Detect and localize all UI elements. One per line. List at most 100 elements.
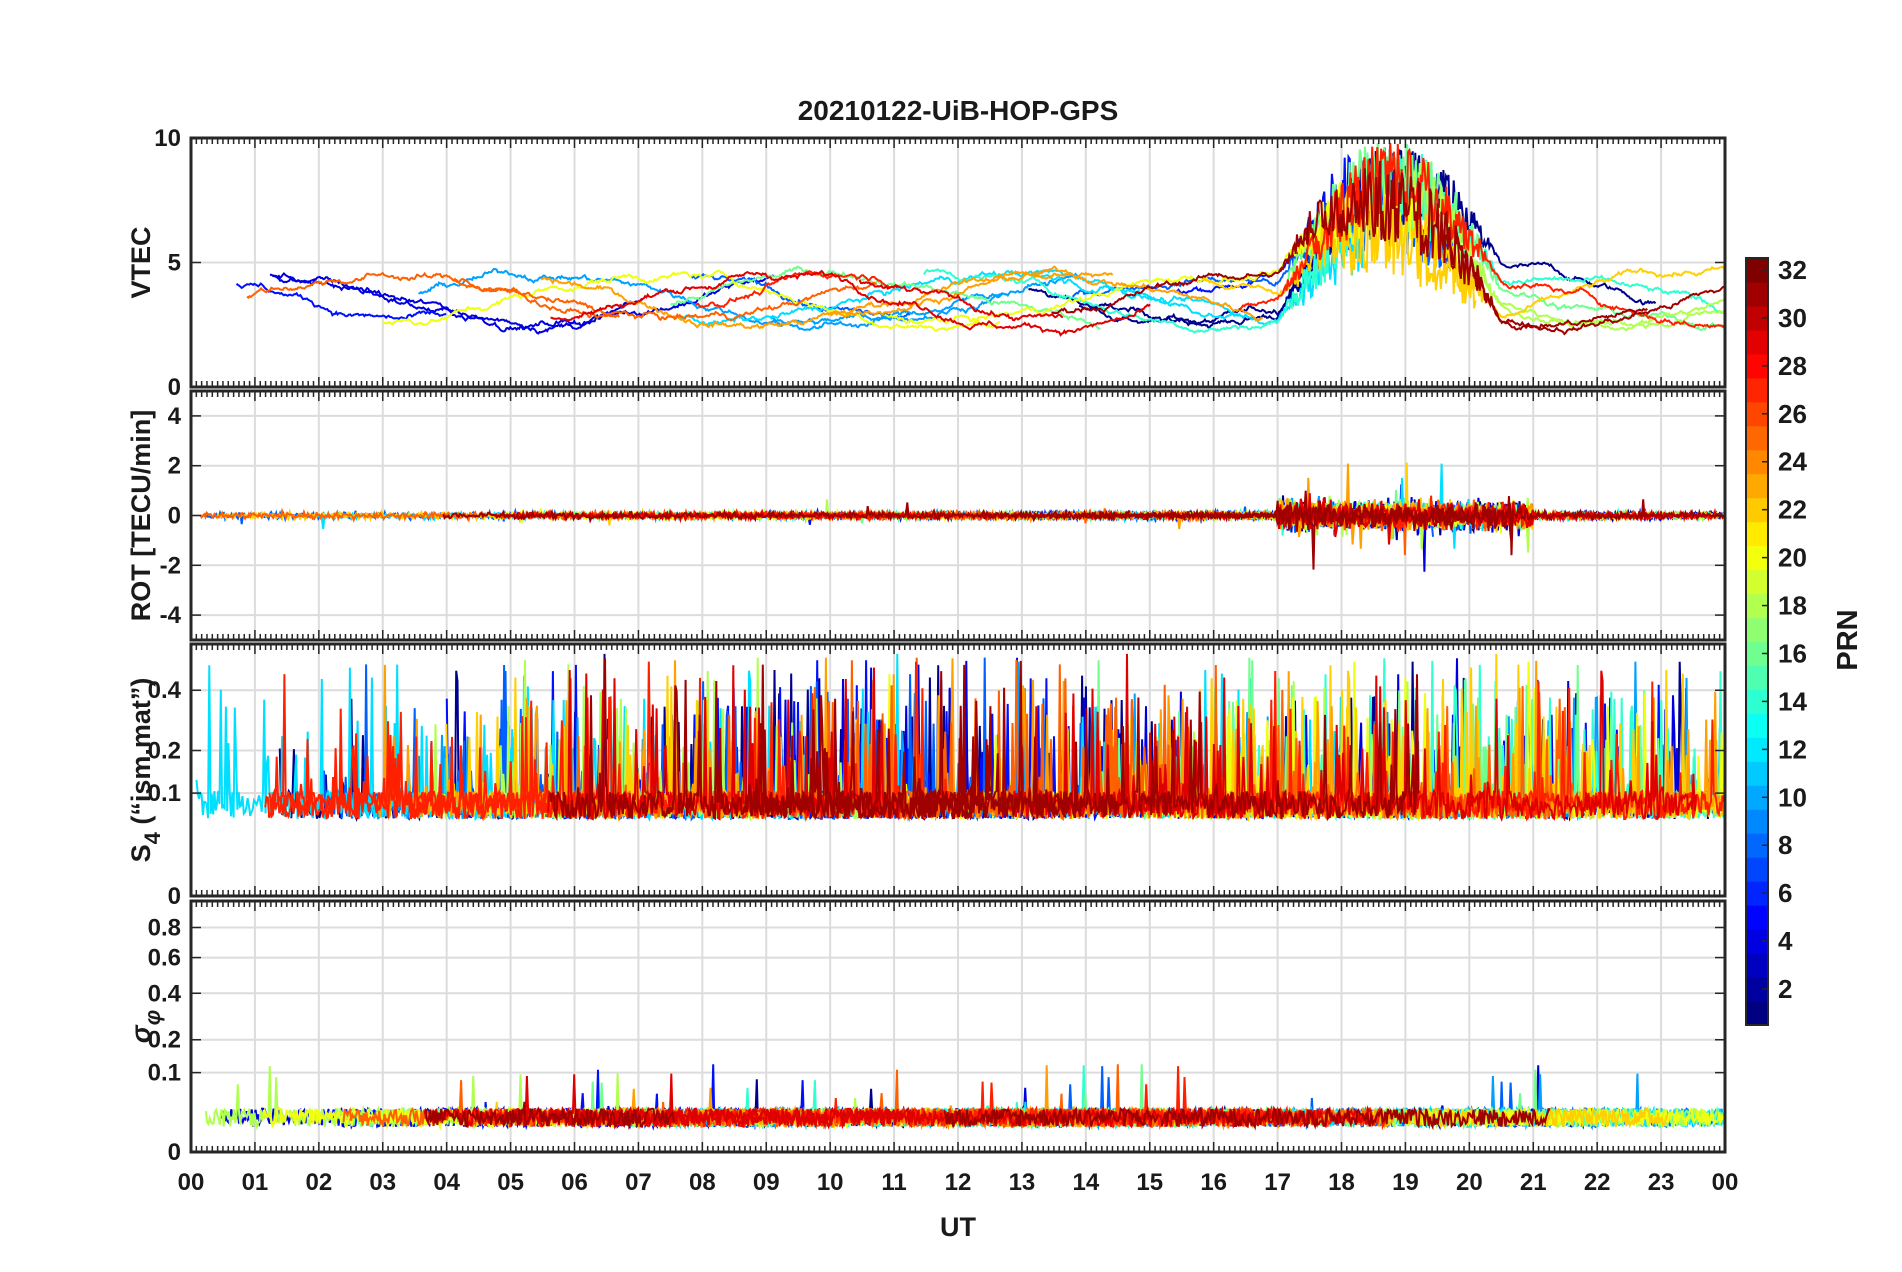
x-axis-label: UT <box>940 1212 976 1242</box>
y-tick-label: 5 <box>168 250 181 277</box>
x-tick-label: 16 <box>1200 1169 1227 1196</box>
colorbar-swatch <box>1746 665 1768 690</box>
chart-title: 20210122-UiB-HOP-GPS <box>798 95 1119 126</box>
y-axis-label: ROT [TECU/min] <box>126 410 156 621</box>
panel-series <box>195 653 1725 823</box>
colorbar-swatch <box>1746 641 1768 666</box>
x-tick-label: 19 <box>1392 1169 1419 1196</box>
panel-sigma-phi: 0 0.1 0.2 0.4 0.6 0.8 σφ <box>126 899 1727 1166</box>
colorbar-swatch <box>1746 401 1768 427</box>
y-axis-label: σφ <box>126 1010 165 1043</box>
x-tick-label: 15 <box>1136 1169 1163 1196</box>
colorbar-tick-label: 28 <box>1778 351 1807 381</box>
series-line-prn-31 <box>424 1101 675 1131</box>
panel-series <box>235 142 1725 337</box>
panel-s4: 00.10.20.4S4 (“ism.mat”) <box>126 642 1727 910</box>
series-line-prn-21 <box>1201 195 1477 309</box>
colorbar-swatch <box>1746 473 1768 499</box>
series-line-prn-31 <box>943 1106 1159 1127</box>
y-tick-label: -2 <box>160 552 181 579</box>
y-tick-label: 0 <box>168 883 181 910</box>
series-line-prn-31 <box>1089 490 1725 556</box>
y-tick-label: 10 <box>154 125 181 152</box>
x-tick-label: 11 <box>881 1169 906 1196</box>
colorbar-tick-label: 4 <box>1778 926 1793 956</box>
series-line-prn-31 <box>442 502 1116 524</box>
colorbar-swatch <box>1746 521 1768 547</box>
y-tick-label: 0 <box>168 503 181 530</box>
colorbar-tick-label: 20 <box>1778 543 1807 573</box>
series-line-prn-19 <box>382 269 1001 333</box>
colorbar-title: PRN <box>1832 609 1864 670</box>
x-tick-label: 09 <box>753 1169 780 1196</box>
y-tick-label: 0 <box>168 1139 181 1166</box>
colorbar-tick-label: 22 <box>1778 495 1807 525</box>
colorbar-swatch <box>1746 425 1768 451</box>
colorbar-swatch <box>1746 977 1768 1002</box>
x-tick-label: 13 <box>1009 1169 1036 1196</box>
y-axis-label-part: S <box>126 844 156 862</box>
x-tick-label: 06 <box>561 1169 588 1196</box>
colorbar-swatch <box>1746 881 1768 906</box>
panel-rot: -4 -2 0 2 4 ROT [TECU/min] <box>126 389 1727 642</box>
colorbar-swatch <box>1746 761 1768 786</box>
panel-vtec: 0 5 10 VTEC <box>126 125 1727 401</box>
colorbar-tick-label: 18 <box>1778 591 1807 621</box>
panel-frame <box>189 136 1727 389</box>
x-tick-label: 00 <box>178 1169 205 1196</box>
colorbar-tick-label: 10 <box>1778 782 1807 812</box>
colorbar-swatch <box>1746 497 1768 523</box>
y-tick-label: 0.4 <box>148 677 182 704</box>
x-tick-label: 12 <box>945 1169 972 1196</box>
y-tick-label: 4 <box>168 403 182 430</box>
colorbar-swatch <box>1746 785 1768 810</box>
colorbar-swatch <box>1746 329 1768 355</box>
y-axis-label-part: φ <box>140 1010 165 1025</box>
series-line-prn-31 <box>1160 1105 1551 1131</box>
panel-series <box>204 1064 1725 1131</box>
colorbar-swatch <box>1746 713 1768 738</box>
x-tick-label: 10 <box>817 1169 844 1196</box>
y-tick-label: 0.8 <box>148 914 181 941</box>
y-tick-label: 0.2 <box>148 1027 181 1054</box>
y-tick-label: 0.6 <box>148 945 181 972</box>
colorbar-swatch <box>1746 857 1768 882</box>
x-tick-label: 21 <box>1520 1169 1547 1196</box>
colorbar-swatch <box>1746 905 1768 930</box>
series-line-prn-27 <box>1238 142 1725 329</box>
colorbar-tick-label: 16 <box>1778 638 1807 668</box>
y-tick-label: 0.4 <box>148 980 182 1007</box>
series-line-prn-29 <box>858 279 1064 322</box>
y-tick-label: -4 <box>160 602 182 629</box>
colorbar-swatch <box>1746 929 1768 954</box>
series-line-prn-9 <box>769 291 1004 326</box>
series-line-prn-5 <box>235 282 447 320</box>
colorbar-swatch <box>1746 737 1768 762</box>
colorbar-tick-label: 2 <box>1778 974 1792 1004</box>
y-tick-label: 0.1 <box>148 1060 181 1087</box>
x-tick-label: 04 <box>433 1169 460 1196</box>
y-tick-label: 0 <box>168 374 181 401</box>
y-axis-label: S4 (“ism.mat”) <box>126 678 165 863</box>
panel-frame <box>189 642 1727 898</box>
x-tick-label: 05 <box>497 1169 524 1196</box>
colorbar-swatch <box>1746 809 1768 834</box>
x-tick-label: 17 <box>1264 1169 1291 1196</box>
series-line-prn-25 <box>451 277 877 322</box>
colorbar-swatch <box>1746 593 1768 619</box>
x-tick-label: 00 <box>1712 1169 1739 1196</box>
colorbar-tick-label: 24 <box>1778 447 1807 477</box>
series-line-prn-31 <box>1051 160 1648 331</box>
colorbar-swatch <box>1746 833 1768 858</box>
colorbar-tick-label: 6 <box>1778 878 1792 908</box>
x-tick-label: 01 <box>242 1169 269 1196</box>
y-axis-label-part: (“ism.mat”) <box>126 678 156 833</box>
panel-ticks: 0 0.1 0.2 0.4 0.6 0.8 <box>148 901 1726 1166</box>
colorbar-tick-label: 30 <box>1778 303 1807 333</box>
x-tick-label: 20 <box>1456 1169 1483 1196</box>
series-line-prn-25 <box>246 271 620 320</box>
series-line-prn-29 <box>550 269 1151 337</box>
colorbar-tick-label: 32 <box>1778 255 1807 285</box>
